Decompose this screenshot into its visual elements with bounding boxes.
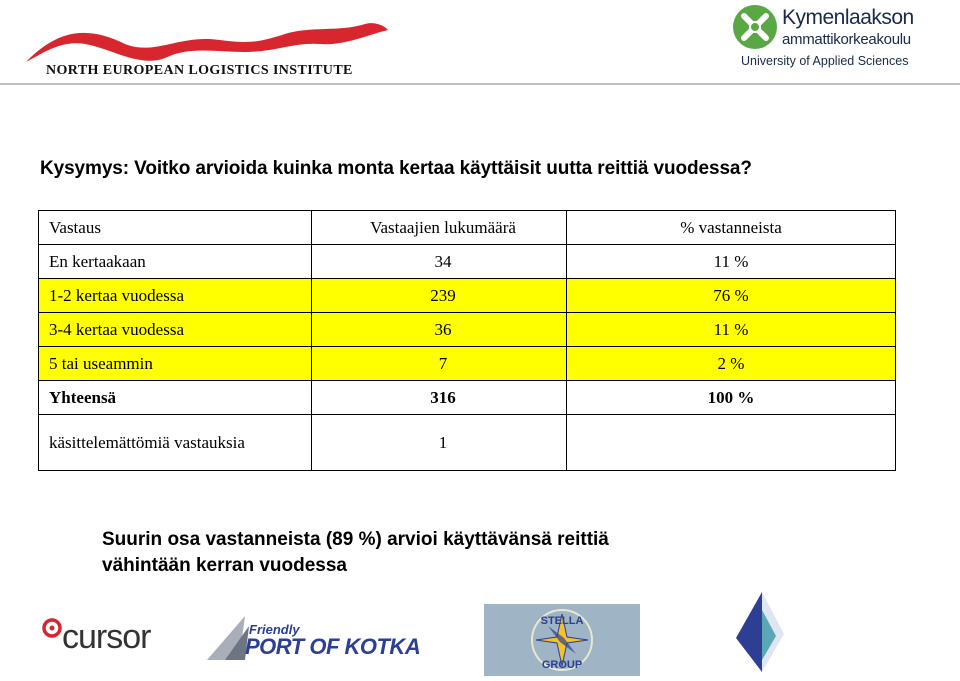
row-percent: 11 % bbox=[566, 312, 896, 347]
total-percent: 100 % bbox=[566, 380, 896, 415]
invalid-label: käsittelemättömiä vastauksia bbox=[38, 414, 312, 471]
cursor-logo: cursor bbox=[40, 610, 175, 662]
row-count: 239 bbox=[311, 278, 567, 313]
table-row-highlighted: 5 tai useammin 7 2 % bbox=[38, 346, 896, 381]
kotka-friendly-text: Friendly bbox=[249, 622, 300, 637]
row-answer: 3-4 kertaa vuodessa bbox=[38, 312, 312, 347]
kymi-subtitle: ammattikorkeakoulu bbox=[782, 31, 911, 48]
kymi-name: Kymenlaakson bbox=[782, 6, 914, 29]
stella-bottom-text: GROUP bbox=[542, 659, 582, 671]
port-of-kotka-logo: Friendly PORT OF KOTKA bbox=[205, 612, 421, 662]
row-answer: 5 tai useammin bbox=[38, 346, 312, 381]
table-row-highlighted: 1-2 kertaa vuodessa 239 76 % bbox=[38, 278, 896, 313]
table-row: En kertaakaan 34 11 % bbox=[38, 244, 896, 279]
kotka-wing-icon bbox=[207, 616, 249, 660]
header-count: Vastaajien lukumäärä bbox=[311, 210, 567, 245]
stella-group-logo: STELLA GROUP bbox=[484, 604, 640, 676]
row-count: 7 bbox=[311, 346, 567, 381]
row-percent: 11 % bbox=[566, 244, 896, 279]
row-percent: 76 % bbox=[566, 278, 896, 313]
sail-logo bbox=[732, 590, 792, 674]
sail-icon bbox=[736, 592, 784, 672]
kymi-emblem-icon bbox=[733, 5, 777, 49]
table-total-row: Yhteensä 316 100 % bbox=[38, 380, 896, 415]
north-european-logistics-institute-logo: NORTH EUROPEAN LOGISTICS INSTITUTE bbox=[20, 22, 395, 82]
table-header-row: Vastaus Vastaajien lukumäärä % vastannei… bbox=[38, 210, 896, 245]
cursor-wordmark: cursor bbox=[62, 618, 151, 656]
conclusion-line-1: Suurin osa vastanneista (89 %) arvioi kä… bbox=[102, 529, 609, 550]
header-divider bbox=[0, 83, 960, 85]
row-count: 36 bbox=[311, 312, 567, 347]
row-percent: 2 % bbox=[566, 346, 896, 381]
invalid-percent bbox=[566, 414, 896, 471]
invalid-count: 1 bbox=[311, 414, 567, 471]
table-row-highlighted: 3-4 kertaa vuodessa 36 11 % bbox=[38, 312, 896, 347]
total-label: Yhteensä bbox=[38, 380, 312, 415]
stella-top-text: STELLA bbox=[541, 615, 584, 627]
row-answer: 1-2 kertaa vuodessa bbox=[38, 278, 312, 313]
cursor-swirl-icon bbox=[42, 618, 62, 638]
header-answer: Vastaus bbox=[38, 210, 312, 245]
header-percent: % vastanneista bbox=[566, 210, 896, 245]
kymi-english-name: University of Applied Sciences bbox=[741, 54, 909, 68]
kotka-port-text: PORT OF KOTKA bbox=[245, 634, 421, 659]
row-answer: En kertaakaan bbox=[38, 244, 312, 279]
conclusion-text: Suurin osa vastanneista (89 %) arvioi kä… bbox=[102, 527, 609, 579]
row-count: 34 bbox=[311, 244, 567, 279]
conclusion-line-2: vähintään kerran vuodessa bbox=[102, 555, 347, 576]
kymenlaakso-university-logo: Kymenlaakson ammattikorkeakoulu Universi… bbox=[728, 0, 928, 72]
table-invalid-row: käsittelemättömiä vastauksia 1 bbox=[38, 414, 896, 471]
total-count: 316 bbox=[311, 380, 567, 415]
survey-results-table: Vastaus Vastaajien lukumäärä % vastannei… bbox=[38, 210, 896, 471]
red-swoosh-icon bbox=[26, 23, 388, 62]
stella-compass-icon: STELLA GROUP bbox=[531, 609, 593, 671]
question-title: Kysymys: Voitko arvioida kuinka monta ke… bbox=[40, 158, 752, 179]
logo-text: NORTH EUROPEAN LOGISTICS INSTITUTE bbox=[46, 63, 353, 78]
